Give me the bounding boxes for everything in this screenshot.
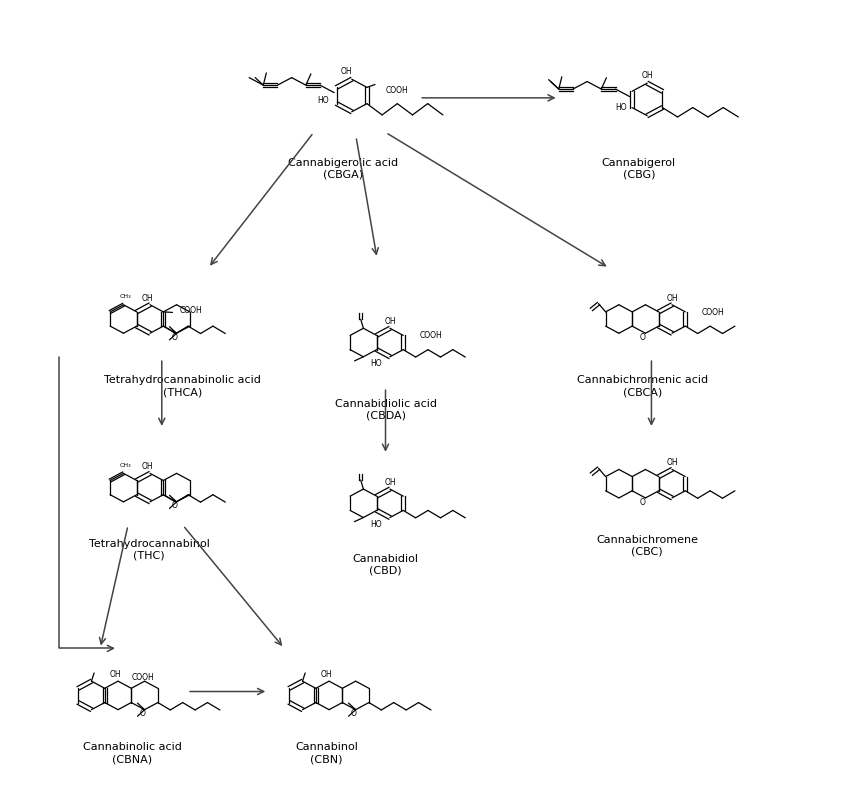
Text: Cannabidiolic acid
(CBDA): Cannabidiolic acid (CBDA) <box>335 399 436 420</box>
Text: OH: OH <box>109 670 121 679</box>
Text: COOH: COOH <box>131 673 154 682</box>
Text: Cannabigerol
(CBG): Cannabigerol (CBG) <box>601 158 676 180</box>
Text: OH: OH <box>385 478 396 487</box>
Text: Tetrahydrocannabinol
(THC): Tetrahydrocannabinol (THC) <box>89 538 209 560</box>
Text: OH: OH <box>141 294 153 303</box>
Text: COOH: COOH <box>701 308 724 317</box>
Text: Cannabidiol
(CBD): Cannabidiol (CBD) <box>352 554 418 576</box>
Text: OH: OH <box>385 317 396 326</box>
Text: CH₃: CH₃ <box>119 294 131 299</box>
Text: O: O <box>639 497 645 507</box>
Text: OH: OH <box>641 71 653 80</box>
Text: OH: OH <box>340 67 352 76</box>
Text: O: O <box>639 333 645 342</box>
Text: HO: HO <box>615 103 627 113</box>
Text: HO: HO <box>371 519 382 529</box>
Text: Cannabichromenic acid
(CBCA): Cannabichromenic acid (CBCA) <box>578 375 709 397</box>
Text: O: O <box>172 333 178 342</box>
Text: OH: OH <box>667 458 678 467</box>
Text: HO: HO <box>371 359 382 368</box>
Text: OH: OH <box>667 294 678 303</box>
Text: O: O <box>351 709 357 719</box>
Text: COOH: COOH <box>180 306 202 316</box>
Text: Cannabichromene
(CBC): Cannabichromene (CBC) <box>596 534 698 556</box>
Text: COOH: COOH <box>419 331 442 341</box>
Text: O: O <box>140 709 146 719</box>
Text: CH₃: CH₃ <box>119 463 131 467</box>
Text: Cannabigerolic acid
(CBGA): Cannabigerolic acid (CBGA) <box>288 158 398 180</box>
Text: OH: OH <box>141 462 153 471</box>
Text: COOH: COOH <box>385 87 408 95</box>
Text: HO: HO <box>318 96 329 105</box>
Text: O: O <box>172 501 178 511</box>
Text: Cannabinolic acid
(CBNA): Cannabinolic acid (CBNA) <box>83 742 181 764</box>
Text: OH: OH <box>321 670 332 679</box>
Text: Cannabinol
(CBN): Cannabinol (CBN) <box>295 742 357 764</box>
Text: Tetrahydrocannabinolic acid
(THCA): Tetrahydrocannabinolic acid (THCA) <box>104 375 262 397</box>
